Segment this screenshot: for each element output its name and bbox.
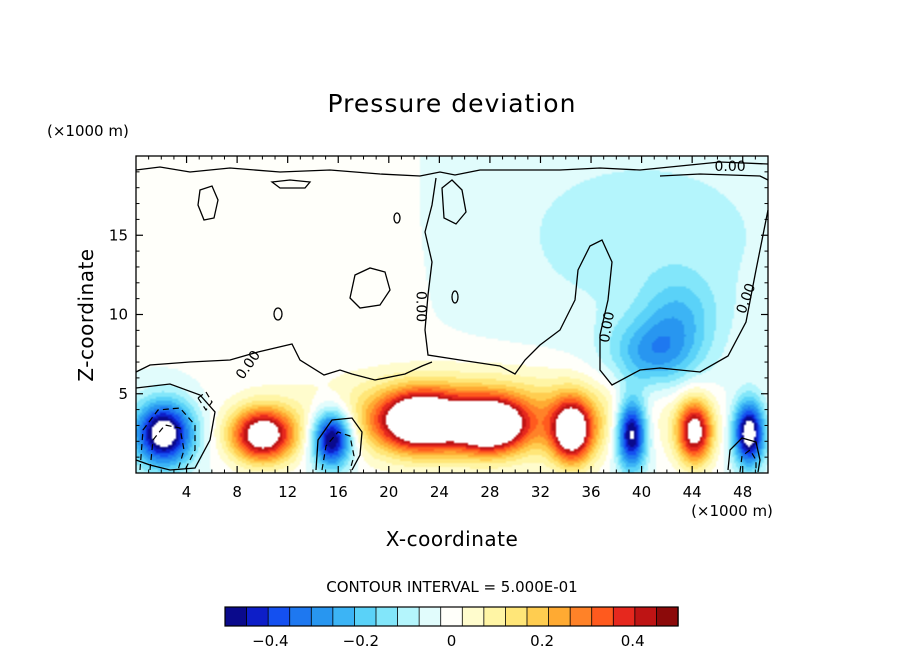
colorbar-swatch bbox=[505, 606, 528, 627]
colorbar-swatch bbox=[440, 606, 463, 627]
x-tick-label: 20 bbox=[379, 483, 398, 501]
zero-contour-upper-right bbox=[659, 173, 769, 181]
y-tick-label: 15 bbox=[109, 226, 128, 244]
y-tick-label: 10 bbox=[109, 306, 128, 324]
colorbar-swatch bbox=[612, 606, 636, 627]
zero-contour-island-2 bbox=[441, 179, 467, 225]
contour-label: 0.00 bbox=[714, 159, 745, 175]
contour-label: 0.00 bbox=[412, 291, 428, 322]
dashed-contour-2 bbox=[149, 424, 185, 471]
y-axis-title: Z-coordinate bbox=[74, 248, 98, 381]
colorbar-tick-label: 0.2 bbox=[530, 632, 554, 650]
pressure-field-image bbox=[136, 156, 768, 473]
dashed-contour-3 bbox=[197, 391, 213, 412]
colorbar-tick-label: 0.4 bbox=[621, 632, 645, 650]
x-tick-label: 36 bbox=[581, 483, 600, 501]
colorbar-swatch bbox=[224, 606, 248, 627]
contour-label: 0.00 bbox=[597, 310, 618, 343]
dashed-contour-5 bbox=[739, 449, 757, 473]
zero-contour-island-1 bbox=[349, 267, 391, 309]
colorbar-swatch bbox=[548, 606, 571, 627]
x-tick-label: 32 bbox=[531, 483, 550, 501]
contour-low-right-loop bbox=[727, 437, 761, 473]
contour-low-mid-loop bbox=[315, 417, 363, 471]
x-unit-label: (×1000 m) bbox=[691, 502, 773, 520]
colorbar-tick-label: −0.4 bbox=[252, 632, 288, 650]
zero-contour-island-4 bbox=[270, 179, 312, 189]
contour-interval-text: CONTOUR INTERVAL = 5.000E-01 bbox=[326, 578, 577, 596]
zero-contour-main-boundary bbox=[424, 177, 769, 386]
colorbar-swatch bbox=[483, 606, 507, 627]
x-tick-label: 28 bbox=[480, 483, 499, 501]
colorbar-swatch bbox=[246, 606, 269, 627]
contour-low-left-loop bbox=[135, 383, 216, 471]
zero-contour-island-3 bbox=[197, 185, 219, 221]
dashed-contour-4 bbox=[321, 431, 355, 471]
colorbar-swatch bbox=[397, 606, 420, 627]
zero-contour-top bbox=[135, 161, 769, 177]
colorbar-swatch bbox=[526, 606, 550, 627]
y-unit-label: (×1000 m) bbox=[47, 122, 129, 140]
colorbar-swatch bbox=[267, 606, 291, 627]
x-tick-label: 48 bbox=[733, 483, 752, 501]
x-tick-label: 40 bbox=[632, 483, 651, 501]
y-tick-label: 5 bbox=[118, 385, 128, 403]
colorbar-swatch bbox=[591, 606, 614, 627]
zero-contour-island-5 bbox=[393, 212, 401, 224]
colorbar: −0.4 −0.2 0 0.2 0.4 bbox=[224, 606, 679, 650]
plot-area: 0.000.000.000.000.00 4 8 12 16 20 24 28 32 36 40 4… bbox=[109, 155, 769, 501]
colorbar-frame bbox=[224, 606, 679, 627]
colorbar-swatch bbox=[418, 606, 442, 627]
chart-title: Pressure deviation bbox=[328, 89, 577, 118]
colorbar-swatch bbox=[289, 606, 312, 627]
colorbar-swatch bbox=[461, 606, 485, 627]
colorbar-swatch bbox=[656, 606, 679, 627]
colorbar-tick-label: −0.2 bbox=[343, 632, 379, 650]
colorbar-swatch bbox=[332, 606, 356, 627]
x-tick-label: 24 bbox=[430, 483, 449, 501]
colorbar-swatch bbox=[569, 606, 593, 627]
zero-contour-island-7 bbox=[451, 290, 459, 304]
x-axis-title: X-coordinate bbox=[386, 527, 519, 551]
colorbar-swatch bbox=[354, 606, 377, 627]
colorbar-swatch bbox=[310, 606, 334, 627]
colorbar-swatch bbox=[375, 606, 399, 627]
x-tick-label: 16 bbox=[329, 483, 348, 501]
x-tick-label: 44 bbox=[683, 483, 702, 501]
x-tick-label: 8 bbox=[232, 483, 242, 501]
x-axis-ticks: 4 8 12 16 20 24 28 32 36 40 44 48 bbox=[148, 156, 756, 501]
dashed-contour-1 bbox=[139, 407, 196, 471]
y-axis-ticks: 5 10 15 bbox=[109, 171, 768, 458]
contour-lines bbox=[135, 161, 769, 473]
x-tick-label: 4 bbox=[182, 483, 192, 501]
colorbar-tick-label: 0 bbox=[447, 632, 457, 650]
negative-dashed-contours bbox=[139, 391, 757, 473]
zero-contour-island-6 bbox=[273, 307, 283, 321]
zero-contour-low-left bbox=[135, 343, 433, 381]
x-tick-label: 12 bbox=[278, 483, 297, 501]
colorbar-swatch bbox=[634, 606, 658, 627]
